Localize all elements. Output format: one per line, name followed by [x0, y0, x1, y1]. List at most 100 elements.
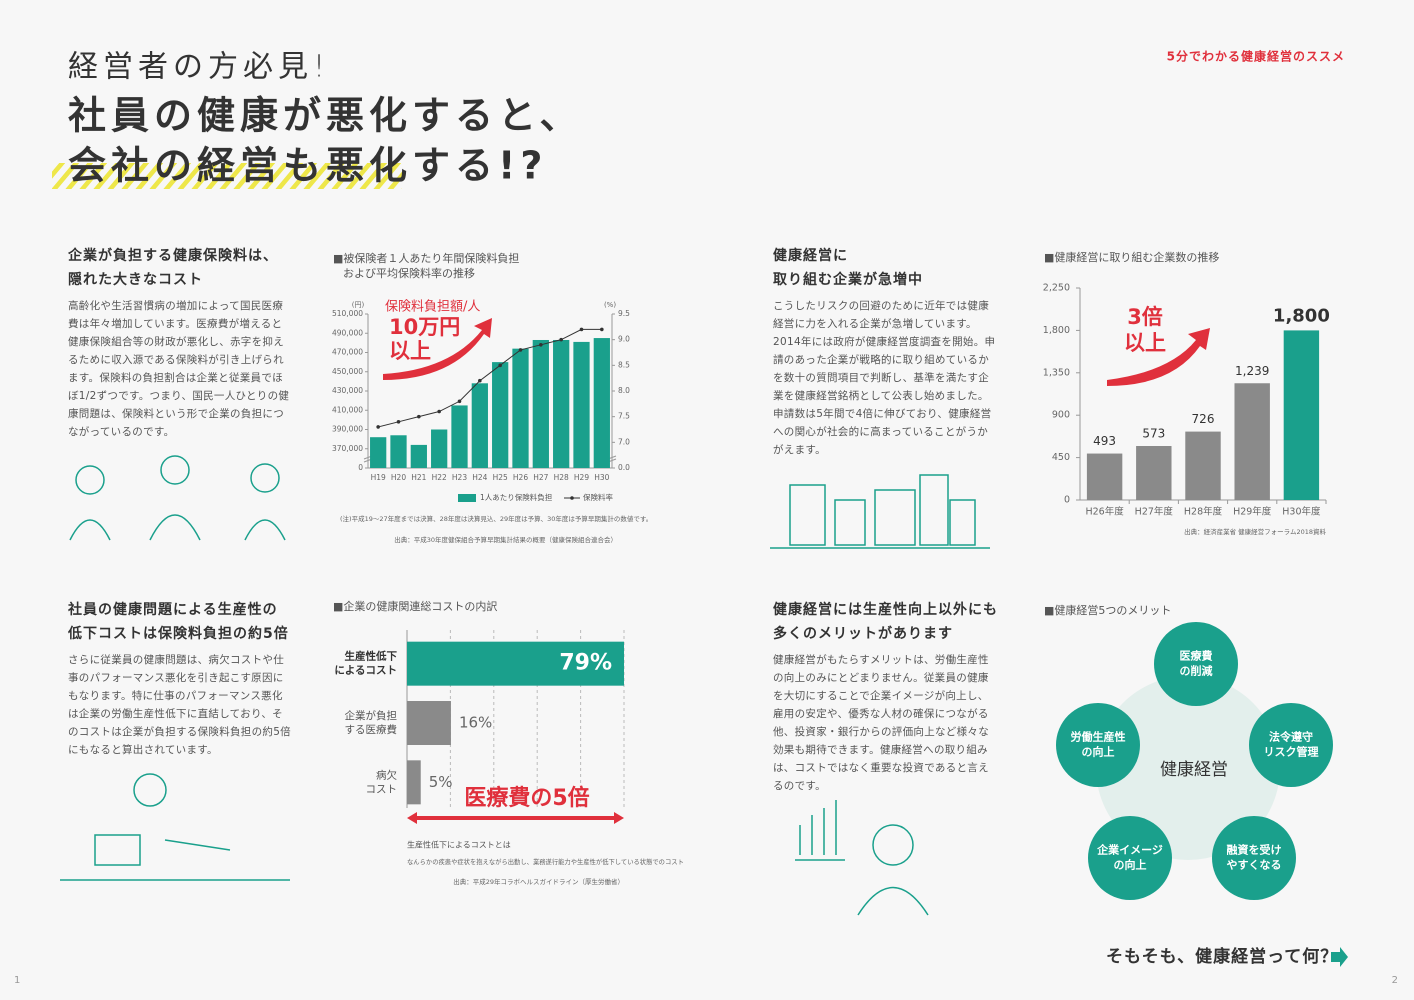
page-number: 1: [14, 975, 20, 986]
axis-unit: (%): [604, 301, 616, 309]
legend-label: 保険料率: [583, 492, 613, 502]
node-label: 企業イメージの向上: [1096, 843, 1163, 872]
annotation: 以上: [389, 339, 431, 363]
line-point: [559, 337, 563, 342]
text-line: の向上: [1082, 745, 1115, 759]
diagram-node: [1088, 816, 1172, 900]
diagram-node: [1249, 703, 1333, 787]
x-tick-label: H28年度: [1184, 506, 1223, 518]
y-tick-label: 病欠コスト: [366, 768, 398, 795]
annotation: 3倍: [1127, 305, 1163, 329]
value-label: 5%: [429, 773, 453, 791]
text-line: 病欠: [376, 768, 397, 781]
chart-source: 出典：経済産業省 健康経営フォーラム2018資料: [1184, 527, 1326, 536]
text-line: の向上: [1114, 858, 1147, 872]
body-text: 高齢化や生活習慣病の増加によって国民医療費は年々増加しています。医療費が増えると…: [68, 300, 290, 438]
text-line: 医療費: [1180, 649, 1213, 663]
bar: [407, 760, 421, 805]
y-tick-label: 900: [1052, 410, 1070, 421]
annotation-arrow: [407, 812, 624, 824]
line-point: [417, 414, 421, 419]
bar: [553, 339, 570, 468]
annotation: 以上: [1124, 331, 1166, 355]
annotation: 10万円: [389, 315, 460, 339]
text-line: リスク管理: [1264, 745, 1319, 759]
legend-label: 1人あたり保険料負担: [480, 492, 553, 502]
text-line: やすくなる: [1227, 859, 1282, 872]
section-heading: 多くのメリットがあります: [773, 625, 953, 642]
y-tick-label: 450,000: [332, 367, 363, 376]
line-point: [376, 425, 380, 429]
x-tick-label: H29年度: [1233, 506, 1272, 518]
value-label: 16%: [459, 714, 492, 732]
x-tick-label: H30: [594, 473, 609, 482]
node-label: 労働生産性の向上: [1071, 730, 1126, 759]
line-point: [498, 363, 502, 368]
section-heading: 健康経営に: [773, 247, 848, 264]
section-heading: 社員の健康問題による生産性の: [67, 601, 278, 618]
x-tick-label: H19: [371, 473, 386, 482]
bar: [407, 701, 451, 745]
bar: [390, 435, 407, 468]
y-tick-label: 2,250: [1043, 283, 1070, 294]
bar: [1136, 446, 1172, 500]
line-point: [457, 399, 462, 404]
page-number: 2: [1392, 975, 1398, 986]
y2-tick-label: 8.5: [618, 360, 630, 369]
diagram-title: ■健康経営5つのメリット: [1044, 603, 1171, 617]
headline: 社員の健康が悪化すると、: [68, 94, 582, 138]
x-tick-label: H26: [513, 473, 528, 482]
text-line: 企業イメージ: [1096, 843, 1163, 857]
text-line: 労働生産性: [1071, 730, 1126, 744]
text-line: コスト: [366, 783, 398, 795]
illustration: [60, 455, 990, 916]
diagram-node: [1154, 622, 1238, 706]
text-line: によるコスト: [334, 665, 397, 677]
value-label: 726: [1192, 412, 1215, 426]
chart-source: 出典：平成29年コラボヘルスガイドライン（厚生労働省）: [453, 877, 624, 886]
x-tick-label: H26年度: [1085, 506, 1124, 518]
chart-title: ■被保険者１人あたり年間保険料負担: [333, 251, 519, 265]
section-heading: 隠れた大きなコスト: [68, 271, 203, 288]
y-tick-label: 0: [358, 463, 363, 472]
bar: [407, 641, 624, 686]
cta-text[interactable]: そもそも、健康経営って何？: [1106, 946, 1338, 967]
node-label: 法令遵守リスク管理: [1264, 730, 1319, 759]
text-line: 法令遵守: [1269, 730, 1313, 744]
annotation-arrow: [383, 318, 492, 380]
note-title: 生産性低下によるコストとは: [407, 840, 511, 850]
y-tick-label: 510,000: [332, 309, 363, 318]
y-tick-label: 370,000: [332, 444, 363, 453]
chart-source: 出典：平成30年度健保組合予算早期集計結果の概要（健康保険組合連合会）: [394, 535, 617, 544]
y-tick-label: 1,800: [1043, 325, 1070, 336]
value-label: 573: [1142, 427, 1165, 441]
y2-tick-label: 9.5: [618, 309, 630, 318]
section-heading: 低下コストは保険料負担の約5倍: [67, 625, 289, 642]
bar: [370, 437, 387, 468]
text-line: の削減: [1180, 664, 1213, 678]
cta-arrow[interactable]: [1331, 947, 1348, 967]
highlight-stripes: [52, 163, 402, 189]
y2-tick-label: 7.5: [618, 412, 630, 421]
chart-note: なんらかの疾患や症状を抱えながら出勤し、業務遂行能力や生産性が低下している状態で…: [407, 857, 684, 866]
bar: [1283, 330, 1320, 500]
y2-tick-label: 8.0: [618, 386, 630, 395]
chart-title: ■健康経営に取り組む企業数の推移: [1044, 250, 1219, 264]
bar: [1086, 453, 1123, 500]
diagram-center: 健康経営: [1160, 760, 1228, 780]
diagram-node: [1212, 816, 1296, 900]
x-tick-label: H30年度: [1282, 506, 1321, 518]
bar: [573, 341, 590, 468]
value-label: 493: [1093, 434, 1116, 448]
section-heading: 取り組む企業が急増中: [773, 271, 923, 288]
axis-unit: (円): [352, 301, 365, 309]
annotation: 医療費の5倍: [464, 785, 589, 811]
headline: 会社の経営も悪化する!?: [68, 144, 547, 188]
x-tick-label: H27年度: [1135, 506, 1174, 518]
line-point: [437, 409, 441, 414]
bar: [492, 362, 509, 468]
section-heading: 健康経営には生産性向上以外にも: [773, 601, 998, 618]
y-tick-label: 0: [1064, 495, 1070, 506]
